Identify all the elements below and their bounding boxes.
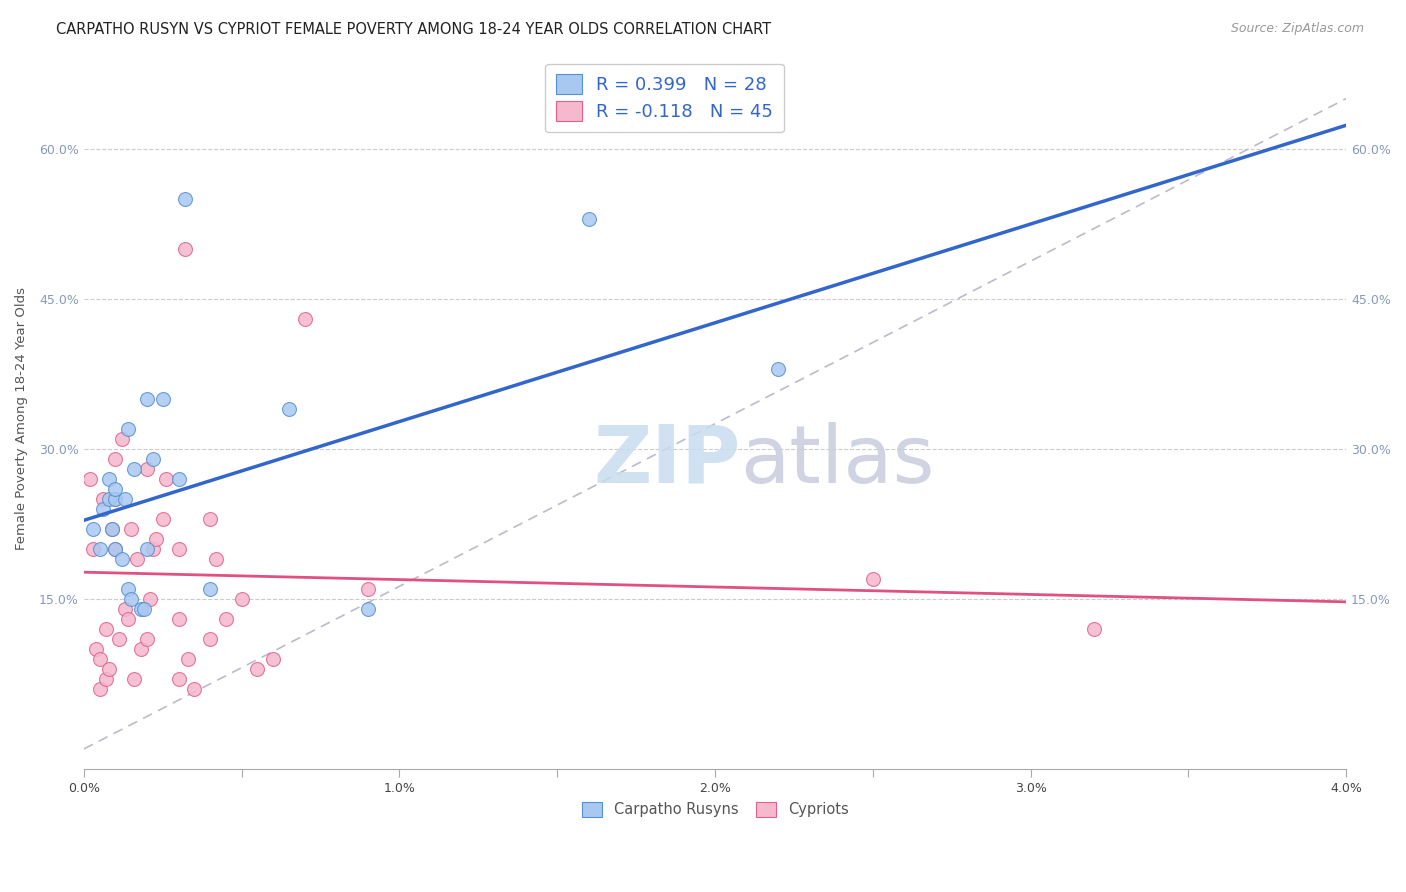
Point: [89, 681, 111, 696]
Point: [129, 641, 152, 656]
Point: [111, 551, 134, 566]
Point: [129, 602, 152, 616]
Point: [198, 632, 221, 646]
Point: [136, 632, 159, 646]
Point: [173, 242, 195, 256]
Point: [104, 541, 127, 556]
Point: [578, 211, 600, 226]
Point: [107, 632, 129, 646]
Point: [89, 652, 111, 666]
Point: [114, 491, 136, 506]
Point: [117, 422, 139, 436]
Point: [98, 491, 121, 506]
Point: [117, 612, 139, 626]
Point: [98, 662, 121, 676]
Point: [82, 541, 104, 556]
Point: [104, 491, 127, 506]
Point: [167, 672, 190, 686]
Point: [262, 652, 284, 666]
Point: [120, 591, 142, 606]
Point: [132, 602, 155, 616]
Point: [104, 491, 127, 506]
Point: [104, 451, 127, 466]
Point: [86, 641, 108, 656]
Point: [294, 311, 316, 326]
Point: [104, 482, 127, 496]
Point: [127, 551, 149, 566]
Point: [862, 572, 884, 586]
Legend: Carpatho Rusyns, Cypriots: Carpatho Rusyns, Cypriots: [574, 795, 856, 825]
Point: [183, 681, 205, 696]
Point: [111, 432, 134, 446]
Point: [94, 622, 117, 636]
Point: [152, 392, 174, 406]
Point: [91, 501, 114, 516]
Point: [198, 512, 221, 526]
Point: [246, 662, 269, 676]
Point: [136, 541, 159, 556]
Point: [198, 582, 221, 596]
Point: [101, 522, 124, 536]
Point: [167, 612, 190, 626]
Point: [101, 522, 124, 536]
Point: [120, 522, 142, 536]
Point: [89, 541, 111, 556]
Point: [136, 392, 159, 406]
Text: CARPATHO RUSYN VS CYPRIOT FEMALE POVERTY AMONG 18-24 YEAR OLDS CORRELATION CHART: CARPATHO RUSYN VS CYPRIOT FEMALE POVERTY…: [56, 22, 772, 37]
Point: [114, 602, 136, 616]
Point: [124, 462, 146, 476]
Point: [177, 652, 200, 666]
Point: [98, 472, 121, 486]
Point: [1083, 622, 1105, 636]
Y-axis label: Female Poverty Among 18-24 Year Olds: Female Poverty Among 18-24 Year Olds: [15, 287, 28, 550]
Point: [167, 472, 190, 486]
Point: [104, 541, 127, 556]
Point: [91, 491, 114, 506]
Text: atlas: atlas: [741, 422, 935, 500]
Point: [82, 522, 104, 536]
Point: [357, 602, 380, 616]
Point: [117, 582, 139, 596]
Text: ZIP: ZIP: [593, 422, 741, 500]
Point: [215, 612, 238, 626]
Point: [155, 472, 177, 486]
Point: [205, 551, 228, 566]
Point: [124, 672, 146, 686]
Point: [173, 192, 195, 206]
Point: [136, 462, 159, 476]
Point: [167, 541, 190, 556]
Point: [766, 361, 789, 376]
Text: Source: ZipAtlas.com: Source: ZipAtlas.com: [1230, 22, 1364, 36]
Point: [79, 472, 101, 486]
Point: [142, 451, 165, 466]
Point: [145, 532, 167, 546]
Point: [94, 672, 117, 686]
Point: [139, 591, 162, 606]
Point: [142, 541, 165, 556]
Point: [357, 582, 380, 596]
Point: [278, 401, 301, 416]
Point: [152, 512, 174, 526]
Point: [231, 591, 253, 606]
